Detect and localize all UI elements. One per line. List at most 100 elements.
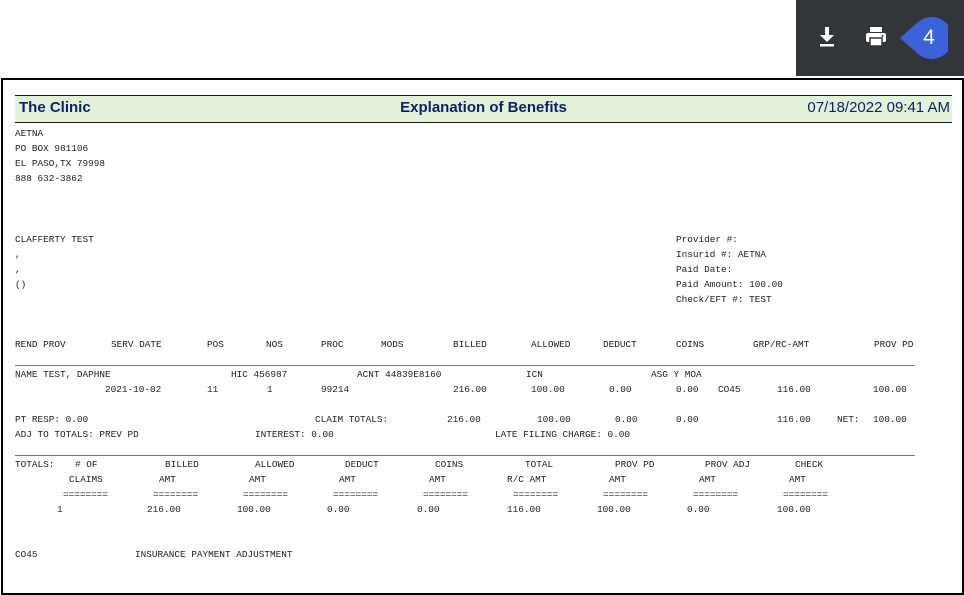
net-label: NET: [837, 414, 860, 425]
net-value: 100.00 [873, 414, 907, 425]
adjustment-description: INSURANCE PAYMENT ADJUSTMENT [135, 549, 293, 560]
totals-claims-value: 1 [57, 504, 63, 515]
print-icon[interactable] [863, 24, 889, 50]
totals-rc-h1: TOTAL [525, 459, 554, 470]
claim-nos: 1 [267, 384, 273, 395]
totals-deduct-h2: AMT [339, 474, 356, 485]
paid-date: Paid Date: [676, 264, 733, 275]
col-grp-rc-amt: GRP/RC-AMT [753, 339, 810, 350]
totals-allowed-value: 100.00 [237, 504, 271, 515]
late-filing-charge: LATE FILING CHARGE: 0.00 [495, 429, 631, 440]
claim-icn: ICN [526, 369, 543, 380]
totals-allowed-dash: ======== [243, 489, 289, 500]
claim-prov-pd: 100.00 [873, 384, 907, 395]
totals-rc-h2: R/C AMT [507, 474, 547, 485]
claim-pos: 11 [207, 384, 219, 395]
totals-billed-dash: ======== [153, 489, 199, 500]
patient-line2: , [15, 249, 21, 260]
col-deduct: DEDUCT [603, 339, 637, 350]
totals-billed-h1: BILLED [165, 459, 199, 470]
totals-provadj-value: 0.00 [687, 504, 710, 515]
provider-number: Provider #: [676, 234, 738, 245]
patient-line4: () [15, 279, 27, 290]
totals-coins-h1: COINS [435, 459, 464, 470]
col-proc: PROC [321, 339, 344, 350]
claim-patient-name: NAME TEST, DAPHNE [15, 369, 111, 380]
totals-provpd-h1: PROV PD [615, 459, 655, 470]
paid-amount: Paid Amount: 100.00 [676, 279, 783, 290]
claim-totals-coins: 0.00 [676, 414, 699, 425]
eob-document: The Clinic Explanation of Benefits 07/18… [1, 78, 964, 595]
adjustment-code: CO45 [15, 549, 38, 560]
totals-rc-value: 116.00 [507, 504, 541, 515]
col-coins: COINS [676, 339, 705, 350]
totals-claims-h2: CLAIMS [69, 474, 103, 485]
eob-header: The Clinic Explanation of Benefits 07/18… [15, 95, 952, 123]
totals-check-h2: AMT [789, 474, 806, 485]
claim-acnt: ACNT 44839E8160 [357, 369, 442, 380]
claim-proc: 99214 [321, 384, 350, 395]
col-serv-date: SERV DATE [111, 339, 162, 350]
totals-check-value: 100.00 [777, 504, 811, 515]
totals-provpd-h2: AMT [609, 474, 626, 485]
totals-provadj-h1: PROV ADJ [705, 459, 751, 470]
divider [15, 365, 915, 366]
claim-grp-amt: 116.00 [777, 384, 811, 395]
totals-claims-dash: ======== [63, 489, 109, 500]
patient-name: CLAFFERTY TEST [15, 234, 94, 245]
totals-provadj-h2: AMT [699, 474, 716, 485]
totals-provpd-value: 100.00 [597, 504, 631, 515]
document-title: Explanation of Benefits [400, 99, 567, 116]
totals-rc-dash: ======== [513, 489, 559, 500]
totals-label: TOTALS: [15, 459, 55, 470]
totals-allowed-h1: ALLOWED [255, 459, 295, 470]
adj-to-totals: ADJ TO TOTALS: PREV PD [15, 429, 139, 440]
clinic-name: The Clinic [19, 99, 91, 116]
col-billed: BILLED [453, 339, 487, 350]
pt-resp: PT RESP: 0.00 [15, 414, 89, 425]
insurid: Insurid #: AETNA [676, 249, 767, 260]
claim-deduct: 0.00 [609, 384, 632, 395]
totals-deduct-h1: DEDUCT [345, 459, 379, 470]
payer-address1: PO BOX 981106 [15, 143, 89, 154]
totals-coins-dash: ======== [423, 489, 469, 500]
totals-deduct-value: 0.00 [327, 504, 350, 515]
col-mods: MODS [381, 339, 404, 350]
payer-phone: 888 632-3862 [15, 173, 83, 184]
claim-asg: ASG Y MOA [651, 369, 702, 380]
claim-allowed: 100.00 [531, 384, 565, 395]
check-eft: Check/EFT #: TEST [676, 294, 772, 305]
download-icon[interactable] [814, 24, 840, 50]
totals-coins-h2: AMT [429, 474, 446, 485]
claim-totals-label: CLAIM TOTALS: [315, 414, 389, 425]
totals-claims-h1: # OF [75, 459, 98, 470]
claim-totals-billed: 216.00 [447, 414, 481, 425]
header-datetime: 07/18/2022 09:41 AM [807, 99, 950, 116]
step-badge: 4 [900, 17, 948, 59]
claim-totals-deduct: 0.00 [615, 414, 638, 425]
col-allowed: ALLOWED [531, 339, 571, 350]
divider [15, 455, 915, 456]
claim-grp-code: CO45 [718, 384, 741, 395]
totals-check-h1: CHECK [795, 459, 824, 470]
claim-totals-grp: 116.00 [777, 414, 811, 425]
totals-billed-h2: AMT [159, 474, 176, 485]
col-prov-pd: PROV PD [874, 339, 914, 350]
totals-billed-value: 216.00 [147, 504, 181, 515]
totals-deduct-dash: ======== [333, 489, 379, 500]
totals-coins-value: 0.00 [417, 504, 440, 515]
claim-totals-allowed: 100.00 [537, 414, 571, 425]
payer-name: AETNA [15, 128, 44, 139]
totals-allowed-h2: AMT [249, 474, 266, 485]
col-nos: NOS [266, 339, 283, 350]
patient-line3: , [15, 264, 21, 275]
totals-provpd-dash: ======== [603, 489, 649, 500]
claim-hic: HIC 456987 [231, 369, 288, 380]
col-pos: POS [207, 339, 224, 350]
interest: INTEREST: 0.00 [255, 429, 334, 440]
totals-provadj-dash: ======== [693, 489, 739, 500]
claim-serv-date: 2021-10-02 [105, 384, 162, 395]
col-rend-prov: REND PROV [15, 339, 66, 350]
claim-billed: 216.00 [453, 384, 487, 395]
totals-check-dash: ======== [783, 489, 829, 500]
